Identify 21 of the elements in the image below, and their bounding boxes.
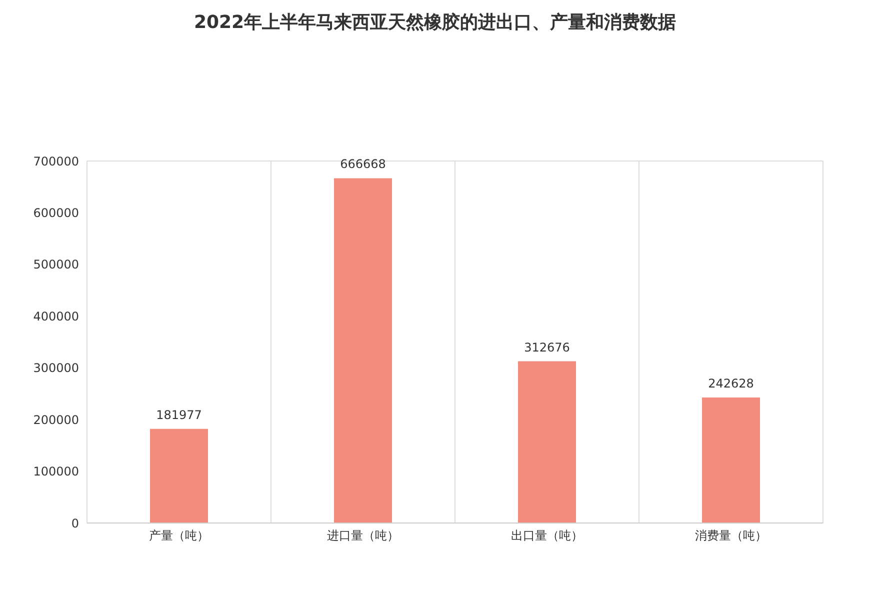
data-label: 312676 — [524, 340, 570, 354]
data-label: 181977 — [156, 408, 202, 422]
x-tick-label: 进口量（吨） — [327, 528, 399, 543]
y-tick-label: 200000 — [33, 412, 79, 427]
y-tick-label: 100000 — [33, 464, 79, 479]
bar — [334, 178, 392, 523]
chart-title: 2022年上半年马来西亚天然橡胶的进出口、产量和消费数据 — [192, 11, 678, 34]
y-tick-label: 400000 — [33, 309, 79, 324]
y-tick-label: 700000 — [33, 154, 79, 168]
x-tick-label: 消费量（吨） — [695, 528, 767, 543]
y-tick-label: 500000 — [33, 258, 79, 272]
bar — [702, 398, 760, 523]
data-label: 666668 — [340, 157, 386, 172]
x-tick-label: 产量（吨） — [149, 528, 209, 543]
data-label: 242628 — [708, 376, 754, 391]
y-tick-label: 0 — [71, 516, 79, 530]
y-tick-label: 600000 — [33, 206, 79, 220]
bar — [150, 428, 208, 523]
y-tick-label: 300000 — [33, 361, 79, 376]
bar — [518, 361, 576, 523]
x-tick-label: 出口量（吨） — [511, 528, 583, 543]
